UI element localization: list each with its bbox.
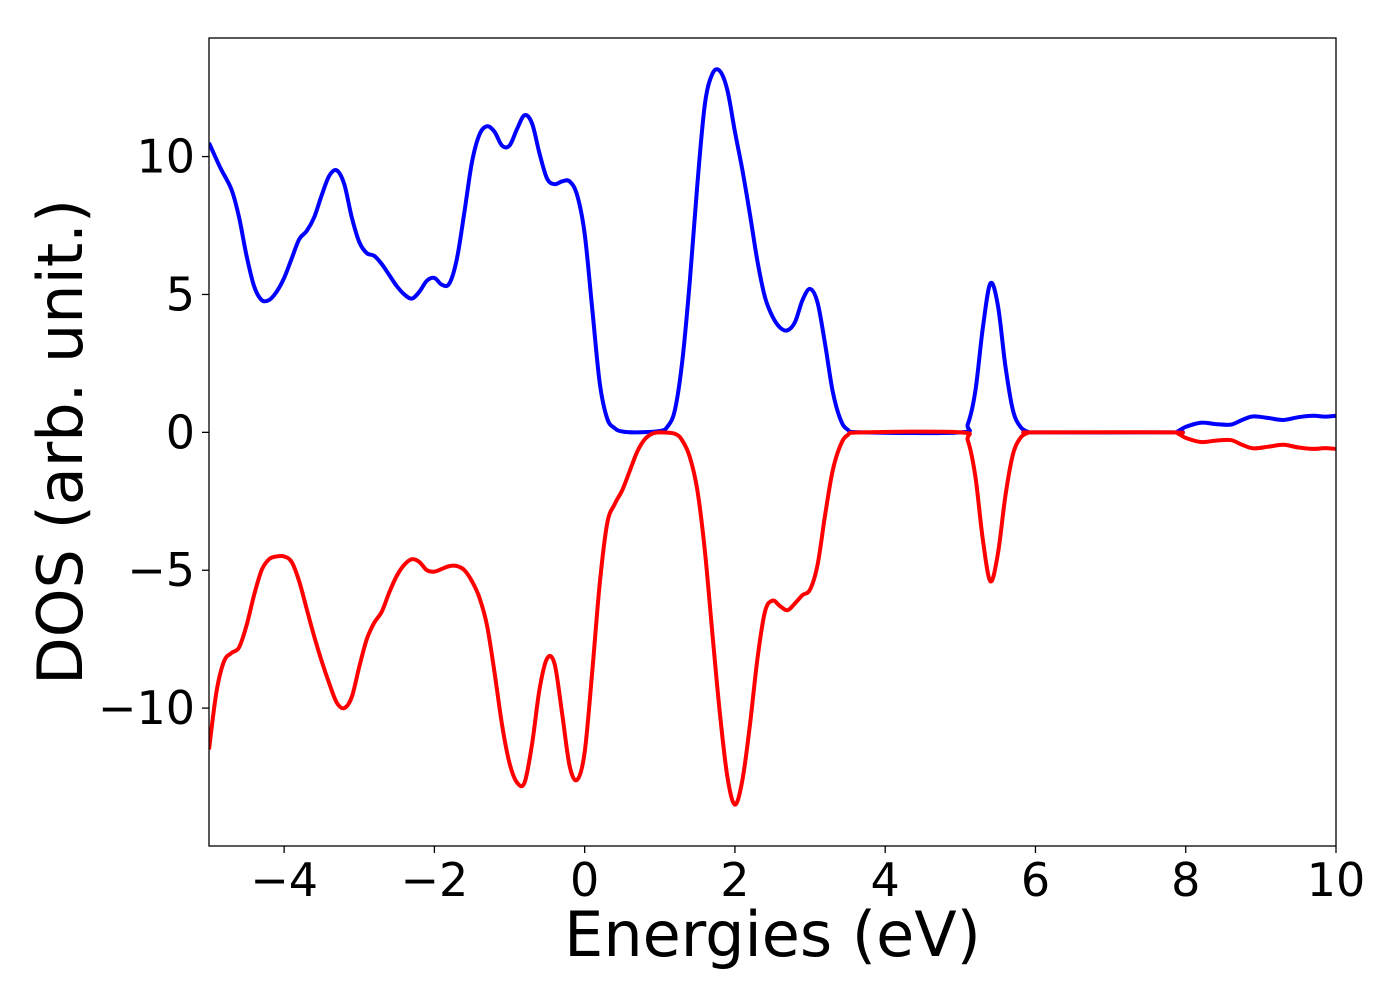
y-tick-label: 0 — [166, 405, 195, 459]
plot-background — [209, 38, 1336, 846]
x-tick-label: 0 — [570, 853, 599, 907]
x-axis-label: Energies (eV) — [564, 898, 981, 971]
dos-series-1-line — [209, 429, 1336, 807]
x-tick-label: 10 — [1307, 853, 1366, 907]
y-tick-label: 5 — [166, 267, 195, 321]
x-axis-ticks: −4 −2 0 2 4 6 8 10 — [250, 846, 1365, 907]
y-tick-label: 10 — [136, 130, 195, 184]
x-tick-label: −4 — [250, 853, 318, 907]
plot-frame — [208, 37, 1337, 847]
dos-series-0-line — [209, 67, 1336, 436]
x-tick-label: 4 — [871, 853, 900, 907]
y-tick-label: −10 — [98, 681, 195, 735]
x-tick-label: 6 — [1021, 853, 1050, 907]
y-tick-label: −5 — [127, 543, 195, 597]
series-layer — [209, 67, 1336, 807]
x-tick-label: −2 — [400, 853, 468, 907]
x-tick-label: 8 — [1171, 853, 1200, 907]
y-axis-label: DOS (arb. unit.) — [24, 199, 97, 685]
y-axis-ticks: −10 −5 0 5 10 — [98, 130, 209, 735]
x-tick-label: 2 — [720, 853, 749, 907]
